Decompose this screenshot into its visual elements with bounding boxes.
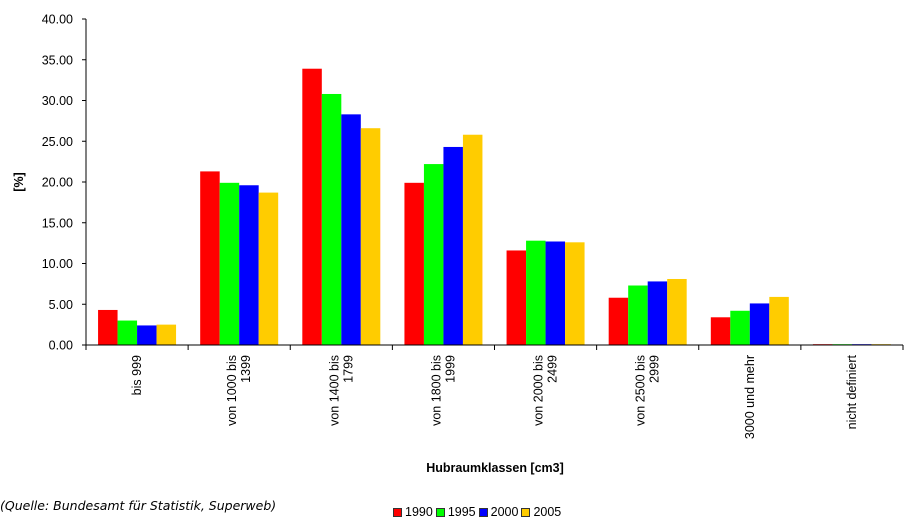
legend-item-2005: 2005 xyxy=(521,505,561,519)
bar-1990-4 xyxy=(506,250,527,345)
bar-1995-6 xyxy=(730,310,750,345)
bar-1995-3 xyxy=(423,164,444,345)
bar-2000-1 xyxy=(239,185,259,345)
x-category-label: nicht definiert xyxy=(845,354,859,429)
bar-1995-4 xyxy=(526,240,546,345)
y-tick-label: 10.00 xyxy=(42,257,73,271)
bar-2005-5 xyxy=(667,278,687,345)
y-tick-label: 25.00 xyxy=(42,135,73,149)
y-axis-ticks: 0.00 5.00 10.00 15.00 20.00 25.00 30.00 35.00 40… xyxy=(42,13,86,353)
y-tick-label: 40.00 xyxy=(42,13,73,27)
bar-1995-5 xyxy=(628,285,648,345)
x-category-label: von 2500 bis2999 xyxy=(634,355,662,426)
legend-label: 2005 xyxy=(533,505,562,519)
legend-swatch xyxy=(478,507,488,517)
x-category-label: von 1400 bis1799 xyxy=(327,355,355,426)
y-tick-label: 20.00 xyxy=(42,176,73,190)
bar-2000-5 xyxy=(647,281,668,345)
bar-1990-6 xyxy=(710,317,731,345)
bar-1995-0 xyxy=(117,320,138,345)
y-tick-label: 30.00 xyxy=(42,94,73,108)
y-tick-label: 15.00 xyxy=(42,216,73,230)
x-category-label: 3000 und mehr xyxy=(743,355,757,439)
bar-1990-3 xyxy=(404,182,424,345)
bar-1990-5 xyxy=(608,297,629,345)
x-category-label: von 1800 bis1999 xyxy=(429,355,457,426)
bar-2000-0 xyxy=(137,325,157,345)
source-note: (Quelle: Bundesamt für Statistik, Superw… xyxy=(0,498,277,513)
legend-item-2000: 2000 xyxy=(478,505,519,519)
bar-2005-1 xyxy=(258,192,279,345)
bars xyxy=(98,68,891,345)
bar-1990-0 xyxy=(98,309,118,345)
bar-2005-2 xyxy=(360,128,381,345)
bar-2005-3 xyxy=(462,134,483,345)
bar-1990-1 xyxy=(200,171,220,345)
x-category-label: von 2000 bis2499 xyxy=(532,355,560,426)
x-category-label: bis 999 xyxy=(130,355,144,395)
y-tick-label: 5.00 xyxy=(49,298,73,312)
bar-2000-2 xyxy=(341,114,361,345)
y-tick-label: 0.00 xyxy=(49,339,73,353)
bar-1995-1 xyxy=(219,182,240,345)
legend-swatch xyxy=(521,507,531,517)
x-axis-ticks xyxy=(85,345,904,350)
bar-2000-3 xyxy=(443,146,463,345)
bar-2005-6 xyxy=(769,296,789,345)
legend-swatch xyxy=(435,507,445,517)
x-axis-labels: bis 999 von 1000 bis1399 von 1400 bis1799 v… xyxy=(130,354,859,439)
legend-item-1990: 1990 xyxy=(393,505,433,519)
bar-chart: 0.00 5.00 10.00 15.00 20.00 25.00 30.00 35.00 40… xyxy=(12,13,904,475)
bar-1990-2 xyxy=(302,68,322,345)
legend-item-1995: 1995 xyxy=(435,505,476,519)
y-tick-label: 35.00 xyxy=(42,53,73,67)
legend-label: 2000 xyxy=(490,505,519,519)
bar-2005-4 xyxy=(565,242,585,345)
bar-2005-0 xyxy=(156,324,177,345)
bar-1995-2 xyxy=(321,93,342,345)
bar-2000-6 xyxy=(749,303,770,345)
legend-swatch xyxy=(393,507,402,517)
y-axis-title: [%] xyxy=(12,172,26,191)
legend-label: 1995 xyxy=(447,505,476,519)
x-axis-title: Hubraumklassen [cm3] xyxy=(426,461,564,475)
legend: 1990 1995 2000 2005 xyxy=(393,505,564,519)
legend-label: 1990 xyxy=(405,505,433,519)
bar-2000-4 xyxy=(545,241,566,345)
x-category-label: von 1000 bis1399 xyxy=(225,355,253,426)
